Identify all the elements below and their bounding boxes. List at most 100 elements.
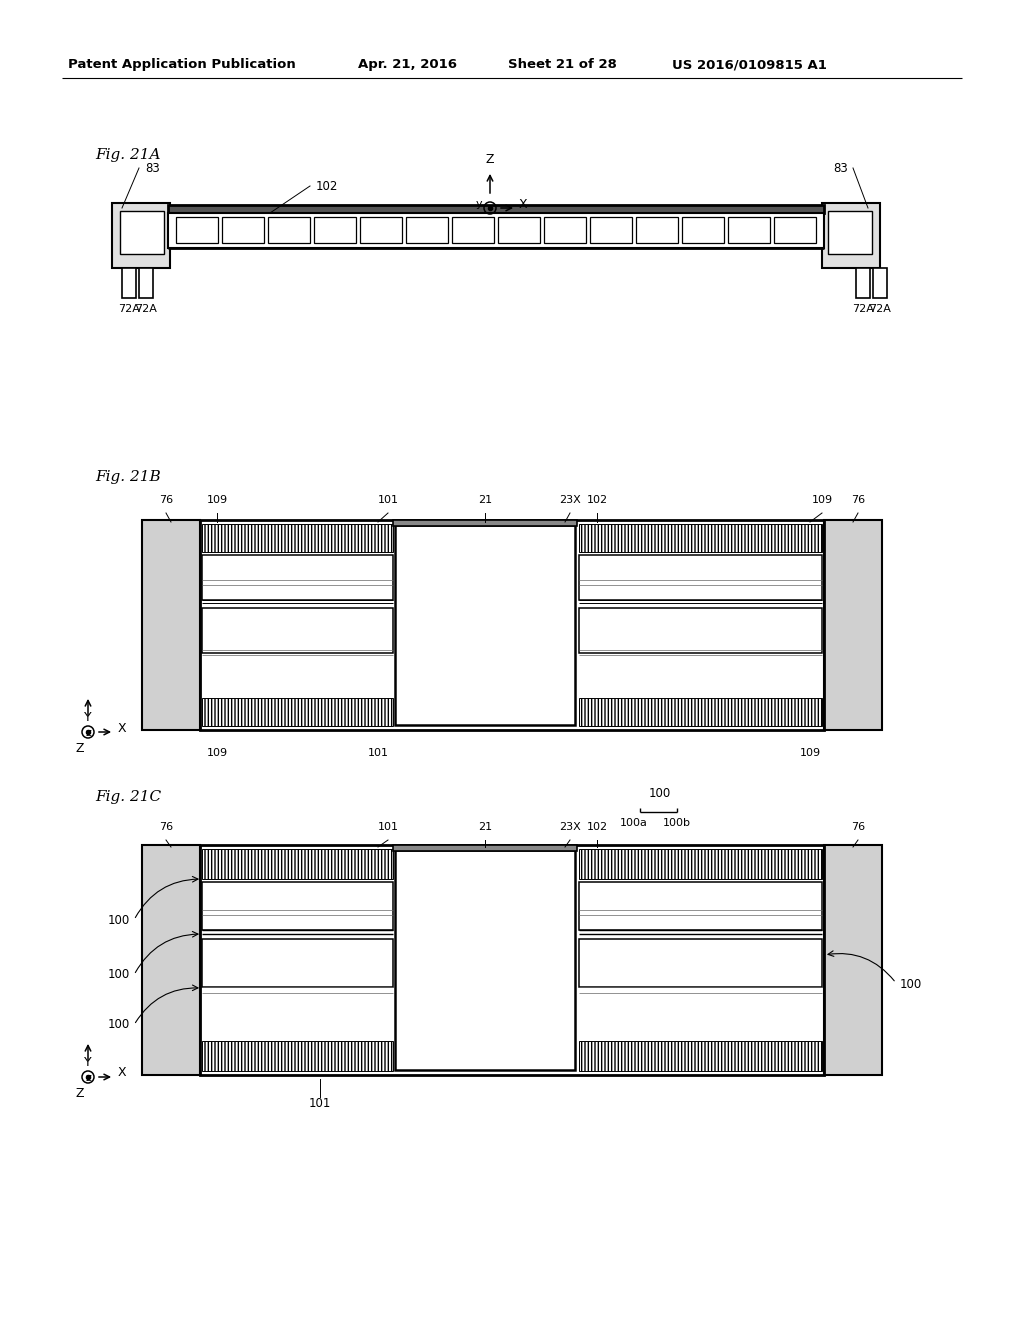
Bar [636,216,678,243]
Bar [579,939,822,987]
Text: 23X: 23X [559,822,581,832]
Bar [122,268,136,298]
Bar [202,698,393,726]
Text: 101: 101 [378,822,398,832]
Bar [139,268,153,298]
Text: 100b: 100b [663,818,691,828]
Bar [202,554,393,601]
Text: Fig. 21B: Fig. 21B [95,470,161,484]
Bar [452,216,494,243]
Bar [202,882,393,931]
Text: 76: 76 [851,822,865,832]
Bar [268,216,310,243]
Text: Z: Z [76,742,84,755]
Text: Fig. 21A: Fig. 21A [95,148,161,162]
Bar [200,520,824,730]
Text: X: X [519,198,527,210]
Bar [360,216,402,243]
Bar [142,845,200,1074]
Text: Z: Z [485,153,495,166]
Text: 109: 109 [207,495,227,506]
Text: 101: 101 [309,1097,331,1110]
Text: 21: 21 [478,822,493,832]
Text: Apr. 21, 2016: Apr. 21, 2016 [358,58,457,71]
Text: 23X: 23X [559,495,581,506]
Text: 100: 100 [649,787,671,800]
Text: z: z [85,1073,91,1082]
Text: Fig. 21C: Fig. 21C [95,789,161,804]
Text: y: y [475,199,482,209]
Text: 102: 102 [587,822,607,832]
Text: 21: 21 [478,495,493,506]
Bar [579,524,822,552]
Text: 76: 76 [159,495,173,506]
Bar [824,845,882,1074]
Text: 72A: 72A [135,304,157,314]
Text: 83: 83 [834,161,848,174]
Text: 100a: 100a [621,818,648,828]
Bar [176,216,218,243]
Bar [395,525,575,725]
Bar [120,211,164,253]
Bar [579,882,822,931]
Text: 109: 109 [811,495,833,506]
Text: 101: 101 [378,495,398,506]
Text: US 2016/0109815 A1: US 2016/0109815 A1 [672,58,826,71]
Bar [828,211,872,253]
Bar [579,1041,822,1071]
Bar [682,216,724,243]
Text: 72A: 72A [869,304,891,314]
Bar [200,845,824,1074]
Bar [873,268,887,298]
Bar [314,216,356,243]
Bar [202,609,393,653]
Bar [202,849,393,879]
Bar [824,520,882,730]
Bar [406,216,449,243]
Bar [202,939,393,987]
Text: 100: 100 [108,913,130,927]
Text: 100: 100 [900,978,923,991]
Bar [222,216,264,243]
Bar [579,609,822,653]
Bar [202,1041,393,1071]
Bar [202,524,393,552]
Bar [856,268,870,298]
Bar [579,849,822,879]
Text: 100: 100 [108,1019,130,1031]
Bar [728,216,770,243]
Bar [112,203,170,268]
Text: 102: 102 [587,495,607,506]
Text: 83: 83 [145,161,160,174]
Text: 72A: 72A [852,304,873,314]
Text: Z: Z [76,1086,84,1100]
Bar [142,520,200,730]
Text: 100: 100 [108,969,130,982]
Bar [590,216,632,243]
Bar [498,216,540,243]
Bar [393,845,577,851]
Bar [544,216,586,243]
Text: 102: 102 [316,180,338,193]
Bar [822,203,880,268]
Bar [395,850,575,1071]
Text: Y: Y [84,711,92,723]
Text: 72A: 72A [118,304,140,314]
Text: 101: 101 [368,748,388,758]
Text: 109: 109 [800,748,820,758]
Bar [579,698,822,726]
Bar [168,205,824,213]
Text: 76: 76 [159,822,173,832]
Bar [393,520,577,525]
Text: Y: Y [84,1056,92,1069]
Bar [774,216,816,243]
Text: z: z [85,729,91,738]
Text: Patent Application Publication: Patent Application Publication [68,58,296,71]
Text: Sheet 21 of 28: Sheet 21 of 28 [508,58,616,71]
Text: X: X [118,1067,127,1080]
Text: X: X [118,722,127,734]
Bar [579,554,822,601]
Text: 76: 76 [851,495,865,506]
Text: 109: 109 [207,748,227,758]
Bar [168,213,824,248]
